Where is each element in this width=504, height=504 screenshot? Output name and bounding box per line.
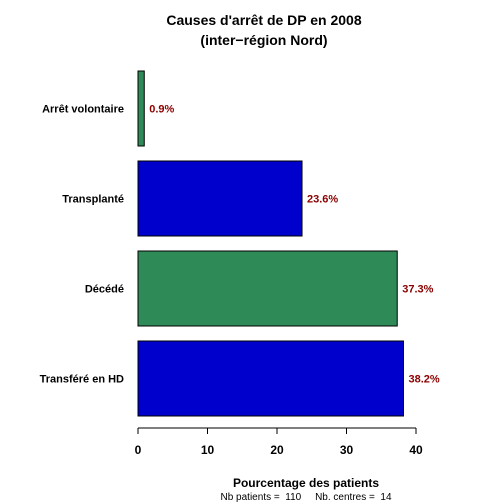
- chart-title-line1: Causes d'arrêt de DP en 2008: [166, 12, 361, 28]
- bar-arret-volontaire: [137, 70, 145, 147]
- category-label-transfere-en-hd: Transféré en HD: [40, 374, 124, 386]
- x-axis: 0 10 20 30 40: [135, 427, 423, 457]
- category-label-decede: Décédé: [85, 284, 124, 296]
- bars-group: Transféré en HD 38.2% Décédé 37.3% Transplan…: [40, 70, 440, 417]
- bar-decede: [137, 250, 398, 327]
- chart-title-line2: (inter−région Nord): [200, 32, 327, 48]
- value-label-decede: 37.3%: [402, 284, 433, 296]
- bar-transplante: [137, 160, 303, 237]
- value-label-arret-volontaire: 0.9%: [149, 104, 174, 116]
- x-tick-label-30: 30: [340, 443, 354, 457]
- x-tick-label-0: 0: [135, 443, 142, 457]
- x-tick-label-20: 20: [270, 443, 284, 457]
- bar-transfere-en-hd: [137, 340, 404, 417]
- x-tick-label-10: 10: [201, 443, 215, 457]
- value-label-transfere-en-hd: 38.2%: [408, 374, 439, 386]
- x-axis-label: Pourcentage des patients: [233, 476, 379, 490]
- category-label-arret-volontaire: Arrêt volontaire: [42, 104, 124, 116]
- footnote: Nb patients = 110 Nb. centres = 14: [220, 492, 391, 503]
- x-tick-label-40: 40: [409, 443, 423, 457]
- category-label-transplante: Transplanté: [62, 194, 124, 206]
- value-label-transplante: 23.6%: [307, 194, 338, 206]
